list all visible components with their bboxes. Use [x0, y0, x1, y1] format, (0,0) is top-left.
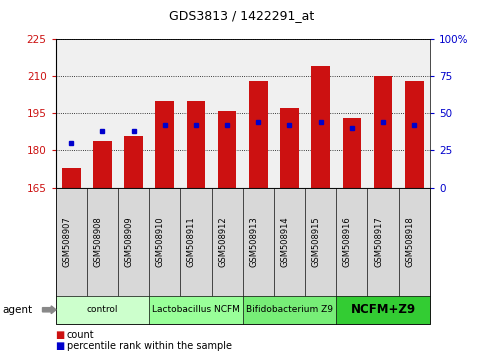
- Text: GSM508908: GSM508908: [93, 216, 102, 267]
- Bar: [374, 76, 392, 188]
- Bar: [186, 101, 205, 188]
- Bar: [312, 66, 330, 188]
- Text: GSM508916: GSM508916: [343, 216, 352, 267]
- Bar: [93, 141, 112, 188]
- Text: percentile rank within the sample: percentile rank within the sample: [67, 341, 232, 351]
- Text: ■: ■: [56, 330, 65, 339]
- Text: GSM508911: GSM508911: [187, 216, 196, 267]
- Text: GDS3813 / 1422291_at: GDS3813 / 1422291_at: [169, 9, 314, 22]
- Bar: [280, 108, 299, 188]
- Bar: [124, 136, 143, 188]
- Bar: [249, 81, 268, 188]
- Bar: [218, 111, 237, 188]
- Text: control: control: [86, 305, 118, 314]
- Text: count: count: [67, 330, 94, 339]
- Text: agent: agent: [2, 305, 32, 315]
- Text: NCFM+Z9: NCFM+Z9: [351, 303, 416, 316]
- Text: Lactobacillus NCFM: Lactobacillus NCFM: [152, 305, 240, 314]
- Text: GSM508907: GSM508907: [62, 216, 71, 267]
- Text: GSM508914: GSM508914: [281, 216, 289, 267]
- Bar: [62, 168, 81, 188]
- Text: GSM508918: GSM508918: [405, 216, 414, 267]
- Bar: [342, 118, 361, 188]
- Text: GSM508917: GSM508917: [374, 216, 383, 267]
- Bar: [156, 101, 174, 188]
- Text: GSM508910: GSM508910: [156, 216, 165, 267]
- Text: GSM508912: GSM508912: [218, 216, 227, 267]
- Text: ■: ■: [56, 341, 65, 351]
- Text: Bifidobacterium Z9: Bifidobacterium Z9: [246, 305, 333, 314]
- Text: GSM508915: GSM508915: [312, 216, 321, 267]
- Bar: [405, 81, 424, 188]
- Text: GSM508913: GSM508913: [249, 216, 258, 267]
- Text: GSM508909: GSM508909: [125, 216, 133, 267]
